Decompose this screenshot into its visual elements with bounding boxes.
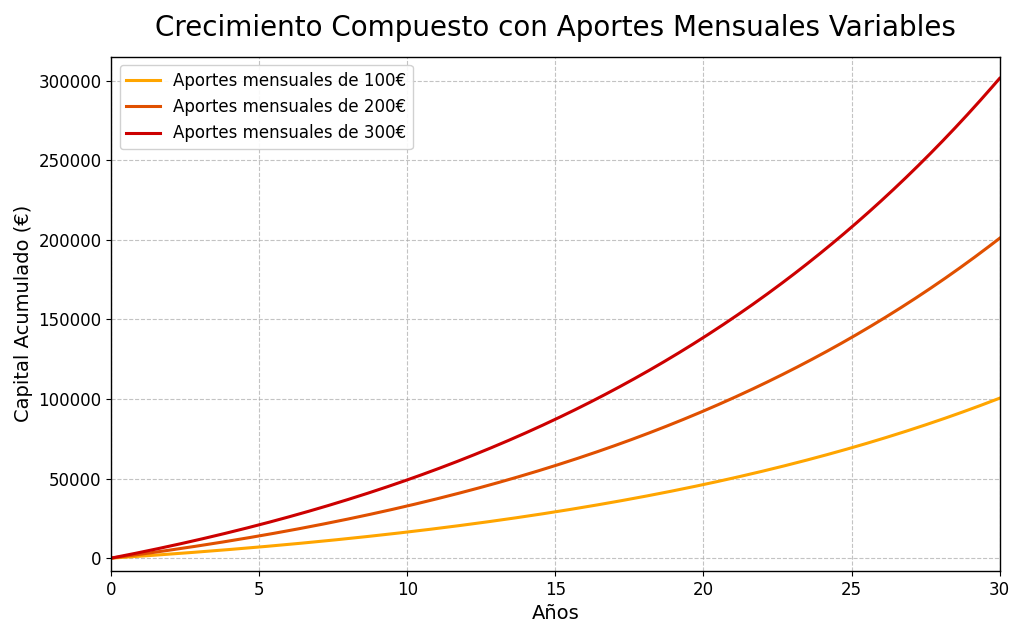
Aportes mensuales de 300€ [130,549,142,557]
Aportes mensuales de 300€ [641,368,653,376]
Aportes mensuales de 300€ [993,75,1006,82]
Line: Aportes mensuales de 300€: Aportes mensuales de 300€ [112,78,999,558]
Aportes mensuales de 300€ [105,554,118,562]
Aportes mensuales de 300€ [885,188,897,196]
Aportes mensuales de 100€ [611,497,624,505]
Aportes mensuales de 200€ [993,234,1006,242]
Aportes mensuales de 300€ [270,517,283,524]
Y-axis label: Capital Acumulado (€): Capital Acumulado (€) [14,205,33,422]
Line: Aportes mensuales de 200€: Aportes mensuales de 200€ [112,238,999,558]
Aportes mensuales de 100€ [130,553,142,561]
Aportes mensuales de 300€ [611,384,624,392]
Aportes mensuales de 300€ [660,357,673,364]
Aportes mensuales de 200€ [885,310,897,318]
Aportes mensuales de 100€ [885,432,897,440]
Aportes mensuales de 200€ [611,441,624,448]
Aportes mensuales de 200€ [130,551,142,559]
Line: Aportes mensuales de 100€: Aportes mensuales de 100€ [112,398,999,558]
Aportes mensuales de 100€ [641,492,653,500]
Title: Crecimiento Compuesto con Aportes Mensuales Variables: Crecimiento Compuesto con Aportes Mensua… [155,14,955,42]
Aportes mensuales de 200€ [270,529,283,536]
Aportes mensuales de 200€ [660,422,673,430]
Aportes mensuales de 200€ [641,430,653,438]
Aportes mensuales de 100€ [993,394,1006,402]
Aportes mensuales de 100€ [105,554,118,562]
Aportes mensuales de 100€ [660,489,673,496]
Legend: Aportes mensuales de 100€, Aportes mensuales de 200€, Aportes mensuales de 300€: Aportes mensuales de 100€, Aportes mensu… [120,65,413,149]
X-axis label: Años: Años [531,604,580,623]
Aportes mensuales de 100€ [270,541,283,549]
Aportes mensuales de 200€ [105,554,118,562]
